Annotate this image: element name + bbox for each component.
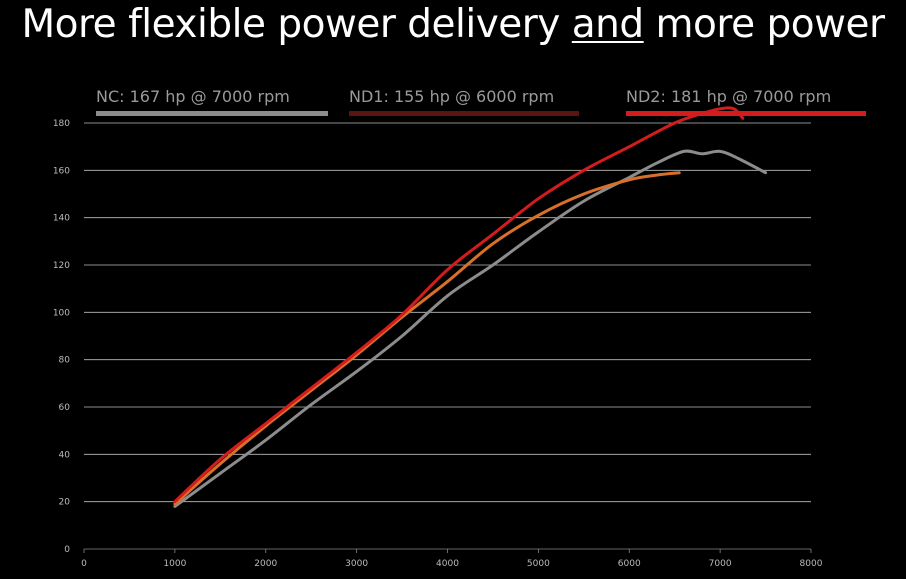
legend-swatch [96, 111, 328, 116]
series-nd1-line [173, 171, 681, 506]
x-tick-label: 6000 [618, 559, 641, 569]
y-tick-label: 80 [59, 356, 71, 366]
legend-label: ND1: 155 hp @ 6000 rpm [349, 87, 554, 106]
title-text-after: more power [643, 2, 885, 47]
legend-item-nc: NC: 167 hp @ 7000 rpm [96, 87, 328, 116]
legend-swatch [349, 111, 579, 116]
series-lines [173, 106, 768, 508]
legend-swatch [626, 111, 866, 116]
grid-lines [83, 122, 812, 553]
y-tick-label: 120 [53, 261, 70, 271]
x-tick-label: 3000 [345, 559, 368, 569]
tick-labels: 0 20 40 60 80 100 120 140 160 180 0 1000 2000 3000 400… [53, 119, 823, 569]
legend-label: ND2: 181 hp @ 7000 rpm [626, 87, 831, 106]
y-tick-label: 180 [53, 119, 70, 129]
title-text-underlined: and [571, 2, 644, 47]
y-tick-label: 100 [53, 308, 70, 318]
y-tick-label: 0 [64, 545, 70, 555]
x-tick-label: 5000 [527, 559, 550, 569]
y-tick-label: 40 [59, 450, 71, 460]
y-tick-label: 20 [59, 498, 71, 508]
y-tick-label: 140 [53, 214, 70, 224]
legend-item-nd2: ND2: 181 hp @ 7000 rpm [626, 87, 866, 116]
x-tick-label: 2000 [254, 559, 277, 569]
x-tick-label: 7000 [709, 559, 732, 569]
x-tick-label: 1000 [163, 559, 186, 569]
series-nd2-line [173, 106, 745, 504]
legend: NC: 167 hp @ 7000 rpm ND1: 155 hp @ 6000 … [96, 87, 866, 116]
title-text-before: More flexible power delivery [21, 2, 572, 47]
y-tick-label: 160 [53, 166, 70, 176]
legend-item-nd1: ND1: 155 hp @ 6000 rpm [349, 87, 579, 116]
x-tick-label: 8000 [800, 559, 823, 569]
legend-label: NC: 167 hp @ 7000 rpm [96, 87, 290, 106]
x-tick-label: 0 [81, 559, 87, 569]
y-tick-label: 60 [59, 403, 71, 413]
slide-title: More flexible power delivery and more po… [0, 2, 906, 47]
series-nc-line [173, 149, 768, 508]
x-tick-label: 4000 [436, 559, 459, 569]
